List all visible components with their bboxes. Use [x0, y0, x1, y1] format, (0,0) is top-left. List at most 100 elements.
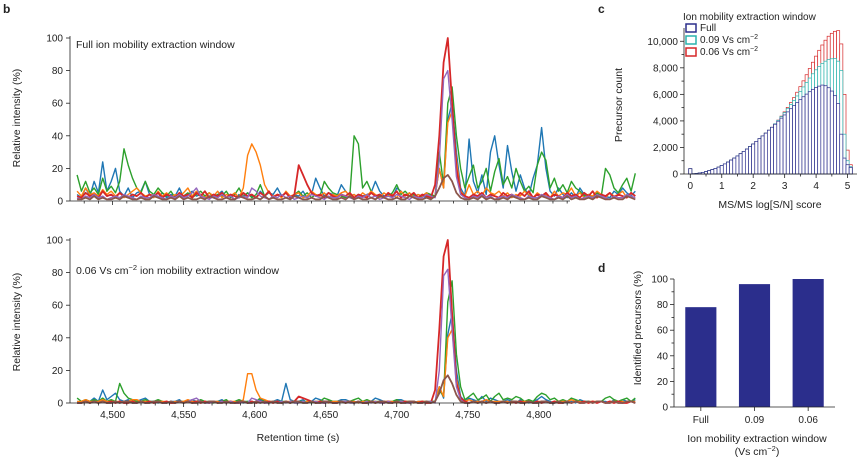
series-line-4 — [77, 268, 636, 404]
annotation-main: 0.06 Vs cm — [76, 265, 129, 277]
hist-bar-0 — [804, 93, 809, 175]
hist-bar-0 — [688, 168, 693, 175]
legend-swatch — [685, 47, 697, 57]
y-tick-label: 4,000 — [653, 116, 678, 127]
series-line-5 — [77, 173, 636, 201]
hist-bar-0 — [719, 165, 724, 175]
hist-bar-0 — [713, 168, 718, 175]
chart-c-legend-title: Ion mobility extraction window — [683, 12, 817, 23]
y-tick-label: 40 — [657, 351, 669, 362]
y-tick-label: 6,000 — [653, 90, 678, 101]
xlabel-line2-main: (Vs cm — [735, 446, 768, 458]
y-tick-label: 80 — [52, 268, 64, 279]
bar-Full — [685, 307, 717, 407]
chart-d: Full 0.09 0.06 0 20 40 60 80 100 Identified prec… — [632, 271, 835, 458]
legend-label: Full — [700, 23, 716, 34]
hist-bar-0 — [732, 157, 737, 175]
y-tick-label: 100 — [651, 275, 668, 286]
hist-bar-0 — [807, 91, 812, 175]
x-tick-label: 4,700 — [384, 410, 409, 421]
hist-bar-0 — [707, 170, 712, 175]
x-tick-label: 4,550 — [171, 410, 196, 421]
xlabel-line2-tail: ) — [776, 446, 780, 458]
hist-bar-0 — [842, 157, 847, 175]
hist-bar-0 — [710, 169, 715, 175]
hist-bar-0 — [823, 85, 828, 175]
x-tick-label: 4 — [813, 181, 819, 192]
x-tick-label: 4,800 — [526, 410, 551, 421]
legend-label-main: 0.09 Vs cm — [700, 35, 750, 46]
hist-bar-0 — [779, 117, 784, 175]
hist-bar-0 — [770, 126, 775, 175]
y-tick-label: 40 — [52, 333, 64, 344]
annotation-tail: ion mobility extraction window — [137, 265, 279, 277]
hist-bar-0 — [839, 133, 844, 175]
hist-bar-0 — [726, 161, 730, 175]
series-line-3 — [76, 37, 636, 199]
hist-bar-0 — [792, 105, 797, 175]
legend-label-sup: −2 — [750, 34, 758, 41]
series-line-0 — [76, 312, 636, 404]
chart-b-bottom-annotation: 0.06 Vs cm−2 ion mobility extraction win… — [76, 263, 279, 277]
chart-b-top-ylabel: Relative intensity (%) — [11, 69, 23, 168]
y-tick-label: 0 — [662, 403, 668, 414]
y-tick-label: 80 — [657, 300, 669, 311]
panel-letter-c: c — [598, 2, 605, 16]
panel-letter-b: b — [3, 2, 10, 16]
hist-bar-0 — [754, 141, 759, 175]
chart-b-bottom-ylabel: Relative intensity (%) — [11, 273, 23, 372]
hist-bar-0 — [763, 132, 768, 175]
y-tick-label: 0 — [57, 197, 63, 208]
chart-c-ylabel: Precursor count — [613, 68, 625, 142]
y-tick-label: 40 — [52, 131, 64, 142]
x-tick-label: 4,600 — [242, 410, 267, 421]
bar-0.09 — [738, 284, 771, 407]
x-tick-label: 3 — [782, 181, 788, 192]
series-line-4 — [76, 69, 636, 201]
chart-d-xlabel-line1: Ion mobility extraction window — [687, 433, 827, 445]
y-tick-label: 60 — [52, 301, 64, 312]
y-tick-label: 2,000 — [653, 143, 678, 154]
x-tick-label: 5 — [845, 181, 851, 192]
legend-label-main: 0.06 Vs cm — [700, 47, 750, 58]
y-tick-label: 100 — [46, 34, 63, 45]
series-line-1 — [76, 86, 636, 199]
hist-bar-0 — [798, 99, 803, 175]
x-tick-label: 1 — [719, 181, 725, 192]
hist-bar-0 — [848, 167, 853, 175]
legend-swatch — [685, 35, 697, 45]
x-tick-label: 0.06 — [798, 415, 818, 426]
hist-bar-0 — [836, 103, 841, 175]
annotation-sup: −2 — [129, 263, 138, 272]
hist-bar-0 — [741, 151, 746, 175]
hist-bar-0 — [738, 153, 743, 175]
x-tick-label: 0 — [688, 181, 694, 192]
legend-label-sup: −2 — [750, 46, 758, 53]
hist-bar-0 — [826, 87, 831, 175]
y-tick-label: 20 — [52, 164, 64, 175]
y-tick-label: 0 — [672, 170, 678, 181]
x-tick-label: 4,650 — [313, 410, 338, 421]
hist-bar-0 — [757, 138, 762, 175]
hist-bar-0 — [748, 146, 752, 175]
chart-b-bottom-xlabel: Retention time (s) — [257, 432, 340, 444]
y-tick-label: 0 — [57, 399, 63, 410]
hist-bar-0 — [814, 87, 819, 175]
y-tick-label: 20 — [657, 377, 669, 388]
xlabel-line2-sup: −2 — [767, 444, 776, 453]
legend-swatch — [685, 23, 697, 33]
bar-0.06 — [792, 279, 824, 407]
legend-label: 0.06 Vs cm−2 — [700, 46, 758, 58]
legend-label-main: Full — [700, 23, 716, 34]
y-tick-label: 20 — [52, 366, 64, 377]
hist-bar-0 — [751, 143, 756, 175]
hist-bar-0 — [729, 159, 734, 175]
hist-bar-0 — [833, 95, 837, 175]
hist-bar-0 — [845, 164, 850, 175]
hist-bar-0 — [760, 135, 765, 175]
hist-bar-0 — [782, 114, 787, 175]
hist-bar-0 — [716, 166, 721, 175]
x-tick-label: 2 — [750, 181, 756, 192]
x-tick-label: 0.09 — [745, 415, 765, 426]
